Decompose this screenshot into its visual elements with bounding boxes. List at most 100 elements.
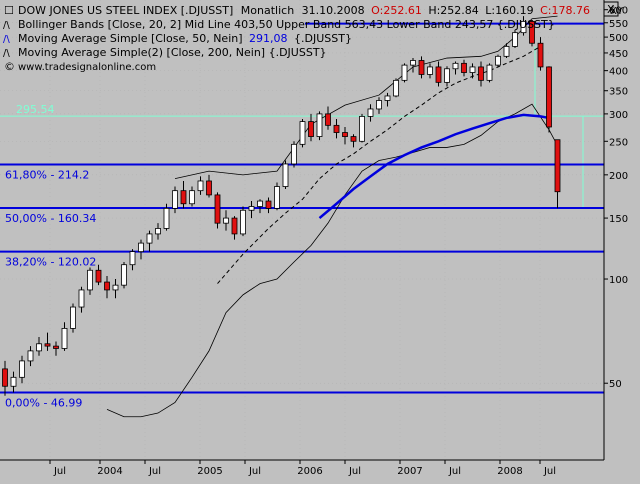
candle-body: [333, 124, 340, 133]
candle-body: [359, 116, 365, 142]
candle-body: [189, 190, 195, 205]
candle-body: [231, 217, 238, 235]
svg-text:DOW JONES US STEEL INDEX [.DJU: DOW JONES US STEEL INDEX [.DJUSST] Monat…: [18, 4, 590, 17]
candle-body: [342, 132, 348, 137]
x-tick-label: 2008: [497, 466, 522, 477]
candle-body: [316, 113, 323, 137]
svg-text:Moving Average Simple [Close,: Moving Average Simple [Close, 50, Nein] …: [18, 32, 352, 45]
reference-line-label: 295.54: [16, 103, 55, 116]
close-button-frame[interactable]: [603, 1, 619, 17]
line-style-icon: /\: [3, 34, 10, 45]
candle-body: [257, 200, 263, 207]
x-axis: Jul 2004 Jul 2005 Jul 2006 Jul 2007 Jul 2008 Jul: [49, 460, 556, 477]
legend-row-copyright: © www.tradesignalonline.com: [4, 60, 156, 73]
xy-button-label[interactable]: XY: [610, 6, 624, 17]
copyright-icon: ©: [4, 60, 15, 73]
candle-body: [537, 42, 544, 68]
x-tick-label: Jul: [53, 466, 66, 477]
candle-body: [274, 186, 280, 209]
instrument-name: DOW JONES US STEEL INDEX [.DJUSST]: [18, 4, 233, 17]
candle-body: [78, 289, 85, 308]
candle-body: [350, 136, 357, 142]
y-tick-label: 300: [609, 110, 628, 121]
candle-body: [19, 360, 25, 378]
candle-layer: [2, 16, 561, 396]
candle-body: [452, 62, 459, 70]
xy-button[interactable]: XY: [610, 6, 624, 17]
legend-row-bollinger: /\ Bollinger Bands [Close, 20, 2] Mid Li…: [3, 18, 555, 31]
candle-body: [325, 113, 331, 126]
x-tick-label: 2007: [397, 466, 422, 477]
close-icon[interactable]: X: [607, 3, 615, 16]
candle-body: [248, 206, 255, 211]
y-tick-label: 400: [609, 67, 628, 78]
candle-body: [240, 209, 246, 235]
legend-row-price: ☐ DOW JONES US STEEL INDEX [.DJUSST] Mon…: [4, 4, 590, 17]
y-tick-label: 150: [609, 214, 628, 225]
period-type: Monatlich: [241, 4, 294, 17]
line-style-icon: /\: [3, 20, 10, 31]
hline-layer: [0, 22, 604, 394]
close-button[interactable]: X: [603, 1, 619, 17]
x-tick-label: 2004: [97, 466, 122, 477]
candle-body: [180, 190, 187, 205]
low-value: L:160.19: [485, 4, 533, 17]
candle-body: [384, 95, 391, 101]
legend-row-ma200: /\ Moving Average Simple(2) [Close, 200,…: [3, 46, 327, 59]
line-style-icon: /\: [3, 48, 10, 59]
candle-body: [129, 251, 136, 266]
x-tick-label: Jul: [148, 466, 161, 477]
y-tick-label: 450: [609, 49, 628, 60]
candle-body: [10, 376, 17, 387]
candle-body: [444, 68, 450, 83]
candle-body: [393, 79, 399, 97]
y-tick-label: 550: [609, 19, 628, 30]
candle-body: [376, 100, 382, 110]
legend-row-ma50: /\ Moving Average Simple [Close, 50, Nei…: [3, 32, 352, 45]
candle-body: [554, 139, 561, 193]
ma50-label: Moving Average Simple [Close, 50, Nein]: [18, 32, 243, 45]
period-date: 31.10.2008: [302, 4, 365, 17]
y-tick-label: 600: [609, 6, 628, 17]
candle-body: [206, 180, 212, 196]
candle-body: [401, 64, 408, 81]
close-value: C:178.76: [540, 4, 590, 17]
fib-level-label: 61,80% - 214.2: [5, 169, 89, 182]
high-value: H:252.84: [428, 4, 478, 17]
candle-body: [469, 66, 476, 73]
x-tick-label: 2005: [197, 466, 222, 477]
candle-body: [291, 143, 297, 165]
candle-body: [265, 200, 272, 209]
x-tick-label: Jul: [348, 466, 361, 477]
candle-body: [223, 217, 229, 224]
candle-body: [503, 46, 510, 57]
y-tick-label: 500: [609, 33, 628, 44]
candle-body: [61, 328, 68, 349]
checkbox-icon[interactable]: ☐: [4, 4, 14, 17]
y-axis: 50 100 150 200 250 300 350 400 450 500 550 600: [604, 6, 628, 390]
candle-body: [138, 242, 144, 253]
fib-level-label: 50,00% - 160.34: [5, 212, 96, 225]
candle-body: [529, 21, 535, 44]
candle-body: [104, 281, 110, 291]
bollinger-lower-line: [106, 103, 558, 418]
ma50-suffix: {.DJUSST}: [294, 32, 352, 45]
fib-label-layer: 295.54 61,80% - 214.2 50,00% - 160.34 38,20…: [5, 103, 96, 409]
fib-level-label: 0,00% - 46.99: [5, 397, 82, 410]
candle-body: [486, 64, 493, 81]
candle-body: [36, 343, 42, 352]
x-tick-label: 2006: [297, 466, 322, 477]
legend: ☐ DOW JONES US STEEL INDEX [.DJUSST] Mon…: [3, 4, 590, 73]
candle-body: [87, 269, 93, 291]
x-tick-label: Jul: [448, 466, 461, 477]
candle-body: [367, 108, 374, 117]
candle-body: [520, 21, 527, 34]
candle-body: [155, 228, 161, 235]
ma200-legend-text: Moving Average Simple(2) [Close, 200, Ne…: [18, 46, 327, 59]
y-tick-label: 350: [609, 87, 628, 98]
ma-layer: [217, 45, 550, 284]
open-value: O:252.61: [371, 4, 422, 17]
x-tick-label: Jul: [543, 466, 556, 477]
